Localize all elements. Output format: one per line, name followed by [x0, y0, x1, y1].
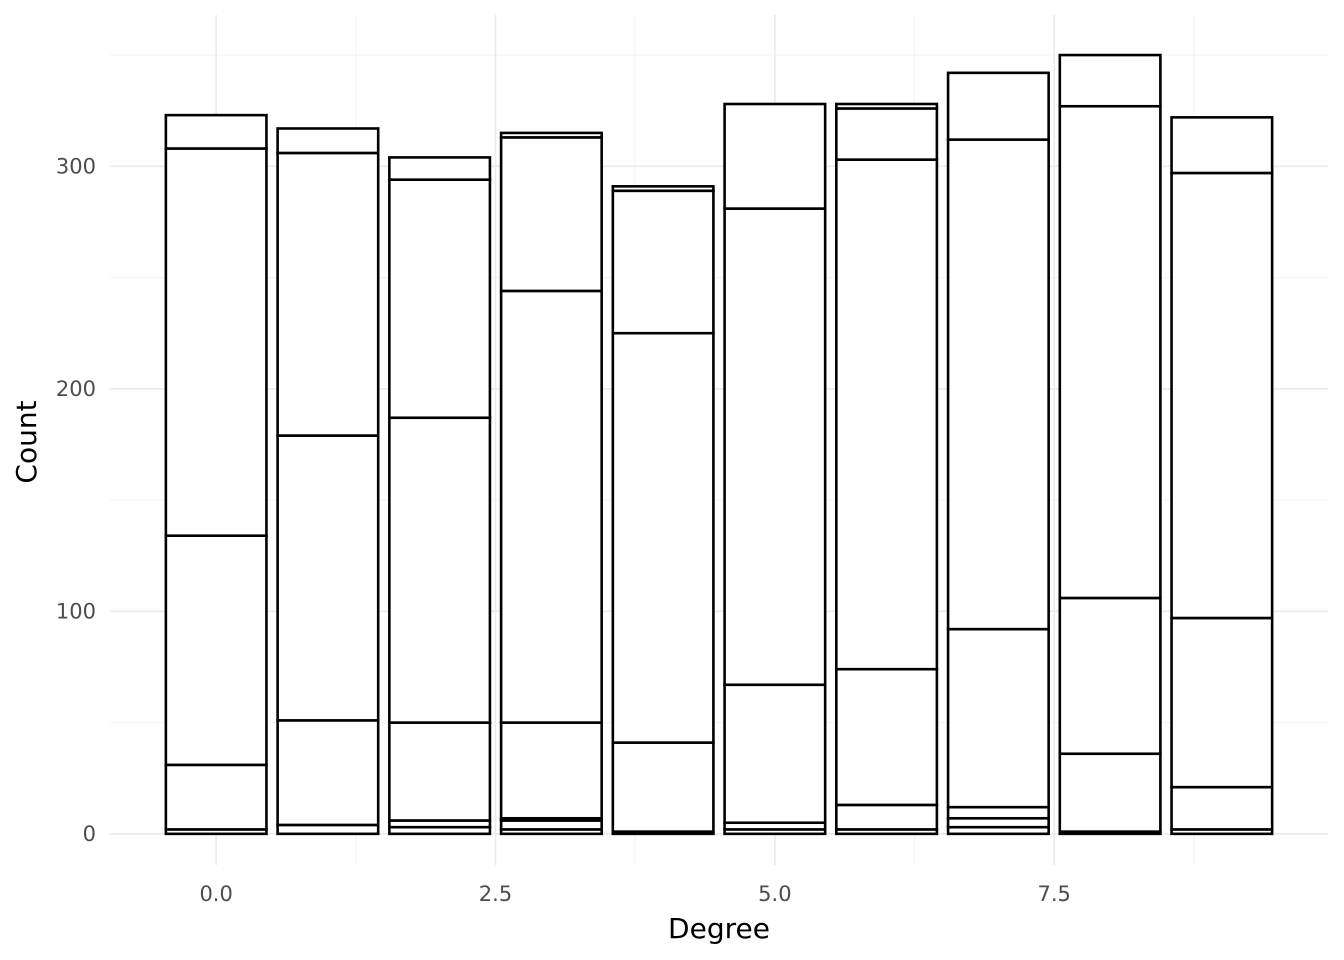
bar-segment	[388, 721, 492, 822]
bar-segment	[1170, 116, 1274, 175]
bar-stack	[276, 127, 380, 836]
bar-segment	[611, 185, 715, 193]
bar-segment	[611, 741, 715, 833]
bar-stack	[1058, 53, 1162, 836]
bar-segment	[164, 113, 268, 150]
x-tick-label: 2.5	[479, 882, 512, 906]
bar-segment	[835, 158, 939, 671]
bar-segment	[1058, 596, 1162, 756]
bar-segment	[276, 823, 380, 836]
bar-stack	[611, 185, 715, 836]
y-tick-label: 300	[56, 154, 96, 178]
y-tick-label: 0	[83, 822, 96, 846]
bar-segment	[1170, 171, 1274, 620]
bar-segment	[499, 289, 603, 724]
bar-segment	[276, 434, 380, 722]
bar-segment	[835, 667, 939, 807]
bar-segment	[835, 803, 939, 831]
bar-segment	[946, 805, 1050, 820]
bar-segment	[723, 683, 827, 825]
bar-segment	[499, 136, 603, 293]
bar-segment	[499, 819, 603, 831]
bar-segment	[1170, 616, 1274, 789]
bar-segment	[611, 189, 715, 335]
bar-stack	[388, 156, 492, 836]
bar-segment	[611, 331, 715, 744]
bar-segment	[276, 127, 380, 155]
bar-segment	[276, 151, 380, 437]
x-tick-label: 5.0	[758, 882, 791, 906]
bar-segment	[1058, 752, 1162, 833]
bar-segment	[499, 131, 603, 139]
bar-segment	[835, 102, 939, 110]
bar-stack	[723, 102, 827, 836]
y-tick-label: 100	[56, 599, 96, 623]
bar-segment	[1170, 785, 1274, 831]
bar-segment	[1058, 104, 1162, 600]
bar-stack	[946, 71, 1050, 836]
tick-labels: 0.0 2.5 5.0 7.5 0 100 200 300	[56, 154, 1071, 906]
bar-stack	[835, 102, 939, 836]
bar-segment	[946, 816, 1050, 829]
bar-segment	[723, 207, 827, 687]
bar-stack	[164, 113, 268, 836]
bar-segment	[164, 763, 268, 831]
x-tick-label: 0.0	[199, 882, 232, 906]
bar-segment	[164, 534, 268, 767]
x-axis-title: Degree	[668, 912, 770, 945]
y-tick-label: 200	[56, 377, 96, 401]
bar-segment	[276, 719, 380, 827]
bar-stack	[1170, 116, 1274, 836]
bar-segment	[164, 147, 268, 537]
bar-segment	[388, 178, 492, 420]
bar-segment	[946, 71, 1050, 141]
y-axis-title: Count	[10, 400, 43, 483]
bar-segment	[388, 156, 492, 181]
bar-segment	[388, 416, 492, 724]
x-tick-label: 7.5	[1038, 882, 1071, 906]
bar-segment	[835, 107, 939, 161]
bar-segment	[946, 138, 1050, 631]
bar-stack	[499, 131, 603, 836]
bars	[164, 53, 1274, 836]
bar-segment	[499, 721, 603, 820]
bar-segment	[1058, 53, 1162, 108]
bar-segment	[946, 627, 1050, 809]
bar-segment	[723, 102, 827, 210]
